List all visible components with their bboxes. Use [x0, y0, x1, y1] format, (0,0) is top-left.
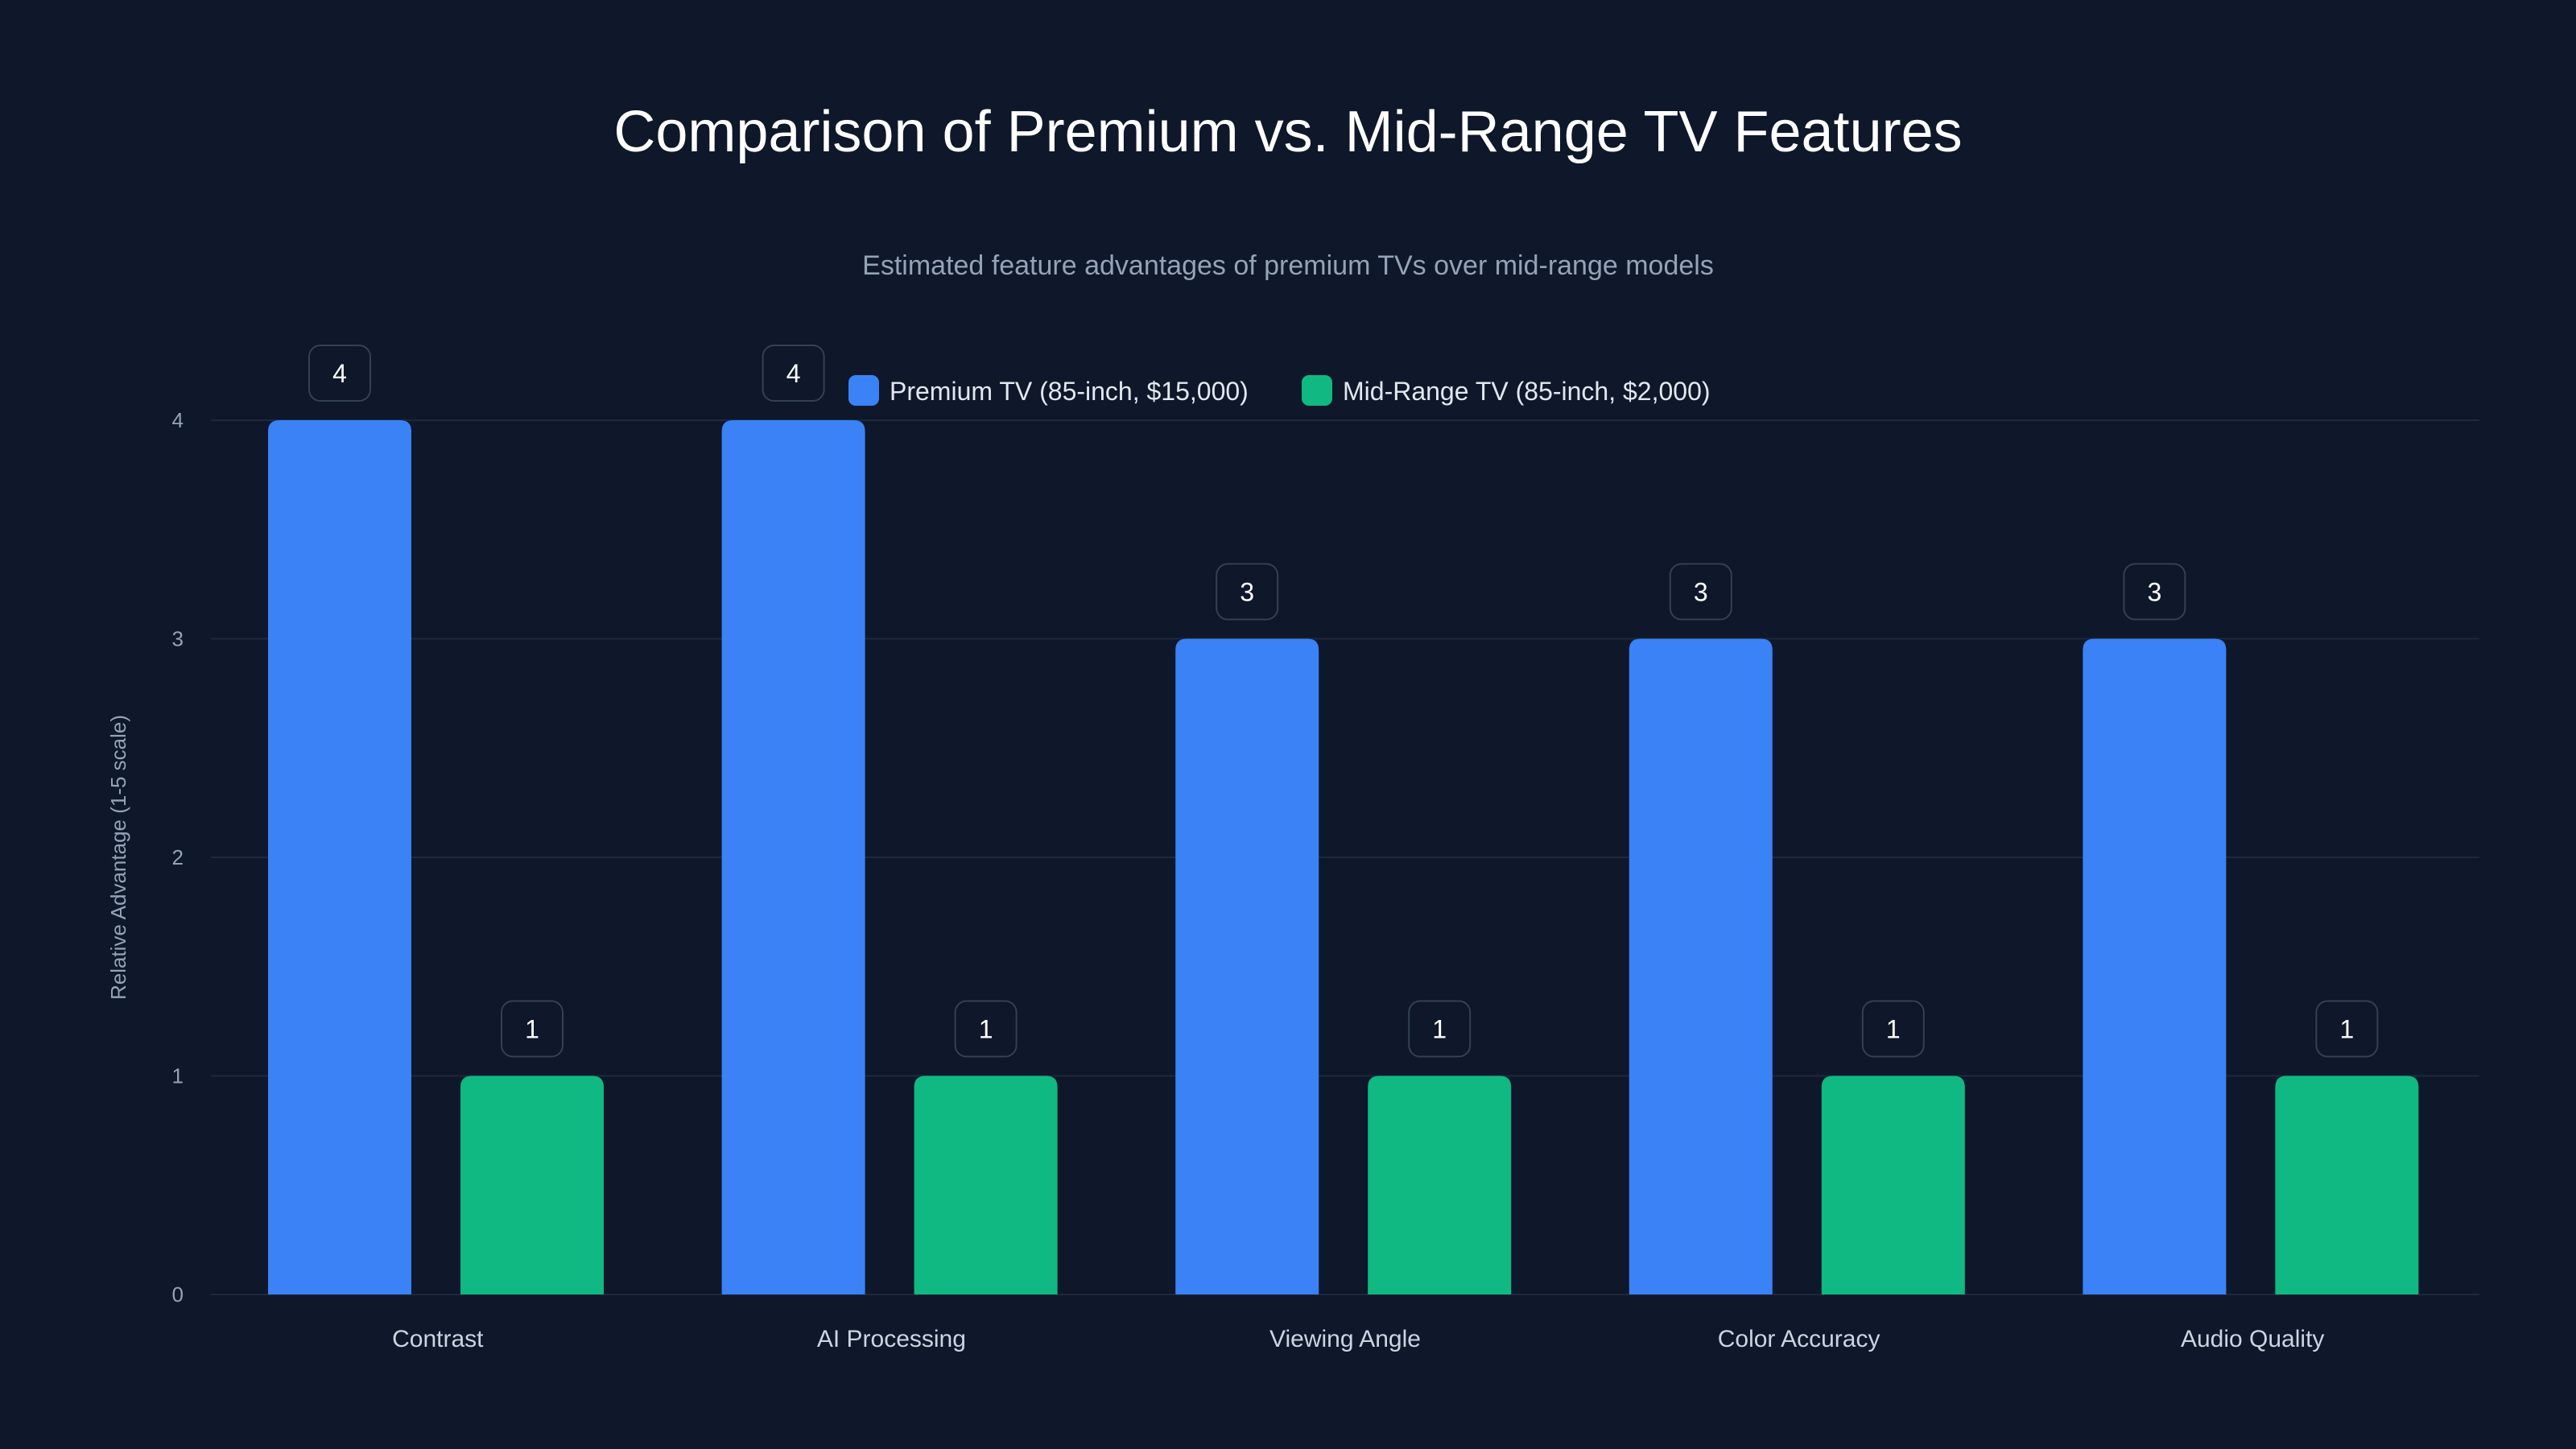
data-label: 3 [2148, 578, 2162, 607]
data-label-box [1216, 563, 1279, 621]
bar-mid-range [460, 1075, 604, 1294]
chart-subtitle: Estimated feature advantages of premium … [862, 250, 1714, 281]
y-tick-label: 3 [172, 627, 184, 651]
data-label: 1 [525, 1015, 539, 1044]
bar-premium [721, 420, 865, 1294]
x-tick-label: Color Accuracy [1718, 1326, 1880, 1352]
data-label-box [501, 1000, 564, 1058]
data-label: 1 [1432, 1015, 1447, 1044]
x-tick-label: Contrast [392, 1326, 484, 1352]
y-axis-label: Relative Advantage (1-5 scale) [106, 715, 130, 1000]
bar-premium [268, 420, 411, 1294]
bar-premium [1175, 638, 1319, 1294]
data-label: 1 [2340, 1015, 2355, 1044]
chart-title: Comparison of Premium vs. Mid-Range TV F… [613, 100, 1962, 164]
data-label: 4 [786, 359, 801, 388]
x-tick-label: AI Processing [817, 1326, 966, 1352]
data-label: 1 [1886, 1015, 1901, 1044]
bar-premium [1629, 638, 1773, 1294]
data-label: 4 [332, 359, 347, 388]
data-label: 1 [979, 1015, 993, 1044]
bar-premium [2083, 638, 2227, 1294]
data-label-box [1408, 1000, 1472, 1058]
data-label-box [1861, 1000, 1925, 1058]
y-tick-label: 0 [172, 1282, 184, 1307]
data-label-box [2315, 1000, 2379, 1058]
legend-swatch [848, 375, 879, 406]
bar-mid-range [1368, 1075, 1512, 1294]
data-label-box [308, 345, 371, 402]
bar-mid-range [914, 1075, 1058, 1294]
data-label-box [762, 345, 825, 402]
y-tick-label: 2 [172, 845, 184, 869]
data-label-box [954, 1000, 1018, 1058]
y-tick-label: 4 [172, 408, 184, 432]
legend-label: Mid-Range TV (85-inch, $2,000) [1343, 377, 1711, 406]
legend: Premium TV (85-inch, $15,000) Mid-Range T… [848, 375, 1711, 406]
legend-label: Premium TV (85-inch, $15,000) [890, 377, 1249, 406]
data-label: 3 [1694, 578, 1708, 607]
data-label-box [1669, 563, 1732, 621]
x-tick-label: Viewing Angle [1269, 1326, 1421, 1352]
y-tick-label: 1 [172, 1064, 184, 1088]
bar-mid-range [1821, 1075, 1965, 1294]
data-label: 3 [1240, 578, 1254, 607]
x-tick-label: Audio Quality [2181, 1326, 2324, 1352]
data-label-box [2123, 563, 2186, 621]
bar-mid-range [2275, 1075, 2419, 1294]
legend-swatch [1302, 375, 1332, 406]
